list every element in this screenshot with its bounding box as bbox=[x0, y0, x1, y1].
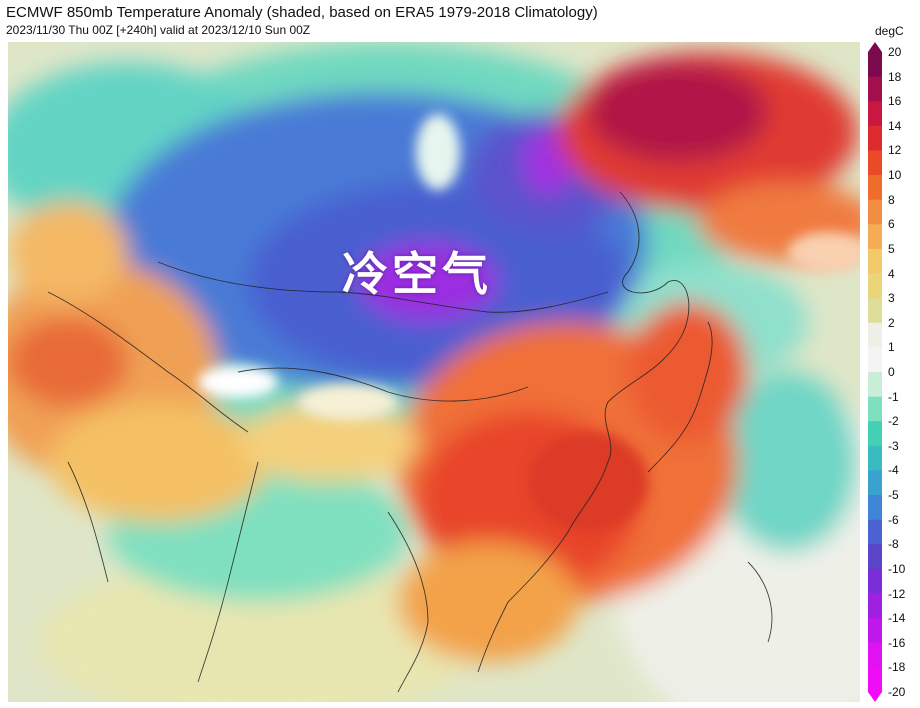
colorbar-segment bbox=[868, 470, 882, 496]
colorbar-tick-label: -10 bbox=[888, 561, 906, 576]
map-canvas bbox=[8, 42, 860, 702]
colorbar-segment bbox=[868, 593, 882, 619]
colorbar-tick-label: 8 bbox=[888, 192, 895, 207]
anomaly-detail bbox=[198, 114, 860, 532]
colorbar-segment bbox=[868, 568, 882, 595]
colorbar-segment bbox=[868, 642, 882, 668]
colorbar-segment bbox=[868, 150, 882, 176]
colorbar-tick-label: -16 bbox=[888, 635, 906, 650]
coastlines-and-borders bbox=[47, 191, 773, 693]
colorbar-segment bbox=[868, 101, 882, 127]
colorbar-extend-max bbox=[868, 42, 882, 52]
colorbar-tick-label: -5 bbox=[888, 488, 899, 503]
colorbar-segment bbox=[868, 396, 882, 422]
colorbar-tick-label: 5 bbox=[888, 241, 895, 256]
colorbar-tick-label: -14 bbox=[888, 611, 906, 626]
colorbar-tick-label: -1 bbox=[888, 389, 899, 404]
colorbar-segment bbox=[868, 322, 882, 348]
colorbar-tick-label: 16 bbox=[888, 94, 902, 109]
colorbar-tick-label: 6 bbox=[888, 217, 895, 232]
colorbar-tick-label: 14 bbox=[888, 118, 902, 133]
colorbar-segment bbox=[868, 175, 882, 201]
anomaly-map: 冷空气 bbox=[8, 42, 860, 702]
colorbar-tick-label: 4 bbox=[888, 266, 895, 281]
colorbar-tick-label: 1 bbox=[888, 340, 895, 355]
colorbar-segment bbox=[868, 544, 882, 570]
colorbar-segment bbox=[868, 495, 882, 521]
colorbar-segment bbox=[868, 224, 882, 250]
colorbar-tick-label: 20 bbox=[888, 45, 902, 59]
colorbar-tick-label: 18 bbox=[888, 69, 902, 84]
colorbar-segment bbox=[868, 618, 882, 644]
colorbar bbox=[868, 42, 882, 702]
colorbar-tick-label: -18 bbox=[888, 660, 906, 675]
colorbar-tick-label: 12 bbox=[888, 143, 902, 158]
cold-air-label: 冷空气 bbox=[342, 247, 492, 301]
colorbar-tick-label: 3 bbox=[888, 291, 895, 306]
colorbar-tick-label: -20 bbox=[888, 685, 906, 699]
colorbar-segment bbox=[868, 372, 882, 398]
anomaly-shading bbox=[8, 42, 860, 702]
colorbar-extend-min bbox=[868, 692, 882, 702]
colorbar-tick-label: 10 bbox=[888, 168, 902, 183]
colorbar-segment bbox=[868, 347, 882, 373]
colorbar-segment bbox=[868, 248, 882, 275]
colorbar-tick-label: -3 bbox=[888, 438, 899, 453]
colorbar-segment bbox=[868, 667, 882, 693]
colorbar-tick-label: -8 bbox=[888, 537, 899, 552]
colorbar-segment bbox=[868, 76, 882, 102]
colorbar-segment bbox=[868, 298, 882, 324]
chart-title: ECMWF 850mb Temperature Anomaly (shaded,… bbox=[6, 4, 598, 21]
colorbar-segment bbox=[868, 421, 882, 447]
valid-time-subtitle: 2023/11/30 Thu 00Z [+240h] valid at 2023… bbox=[6, 23, 311, 37]
colorbar-tick-label: -2 bbox=[888, 414, 899, 429]
colorbar-segment bbox=[868, 199, 882, 225]
colorbar-tick-label: 0 bbox=[888, 365, 895, 379]
colorbar-segment bbox=[868, 519, 882, 545]
colorbar-segment bbox=[868, 125, 882, 151]
colorbar-tick-label: -4 bbox=[888, 463, 899, 478]
colorbar-segment bbox=[868, 273, 882, 299]
colorbar-segment bbox=[868, 52, 882, 78]
colorbar-unit-label: degC bbox=[875, 24, 904, 38]
colorbar-segment bbox=[868, 445, 882, 471]
colorbar-tick-label: -6 bbox=[888, 512, 899, 527]
colorbar-tick-label: -12 bbox=[888, 586, 906, 601]
colorbar-tick-label: 2 bbox=[888, 315, 895, 330]
